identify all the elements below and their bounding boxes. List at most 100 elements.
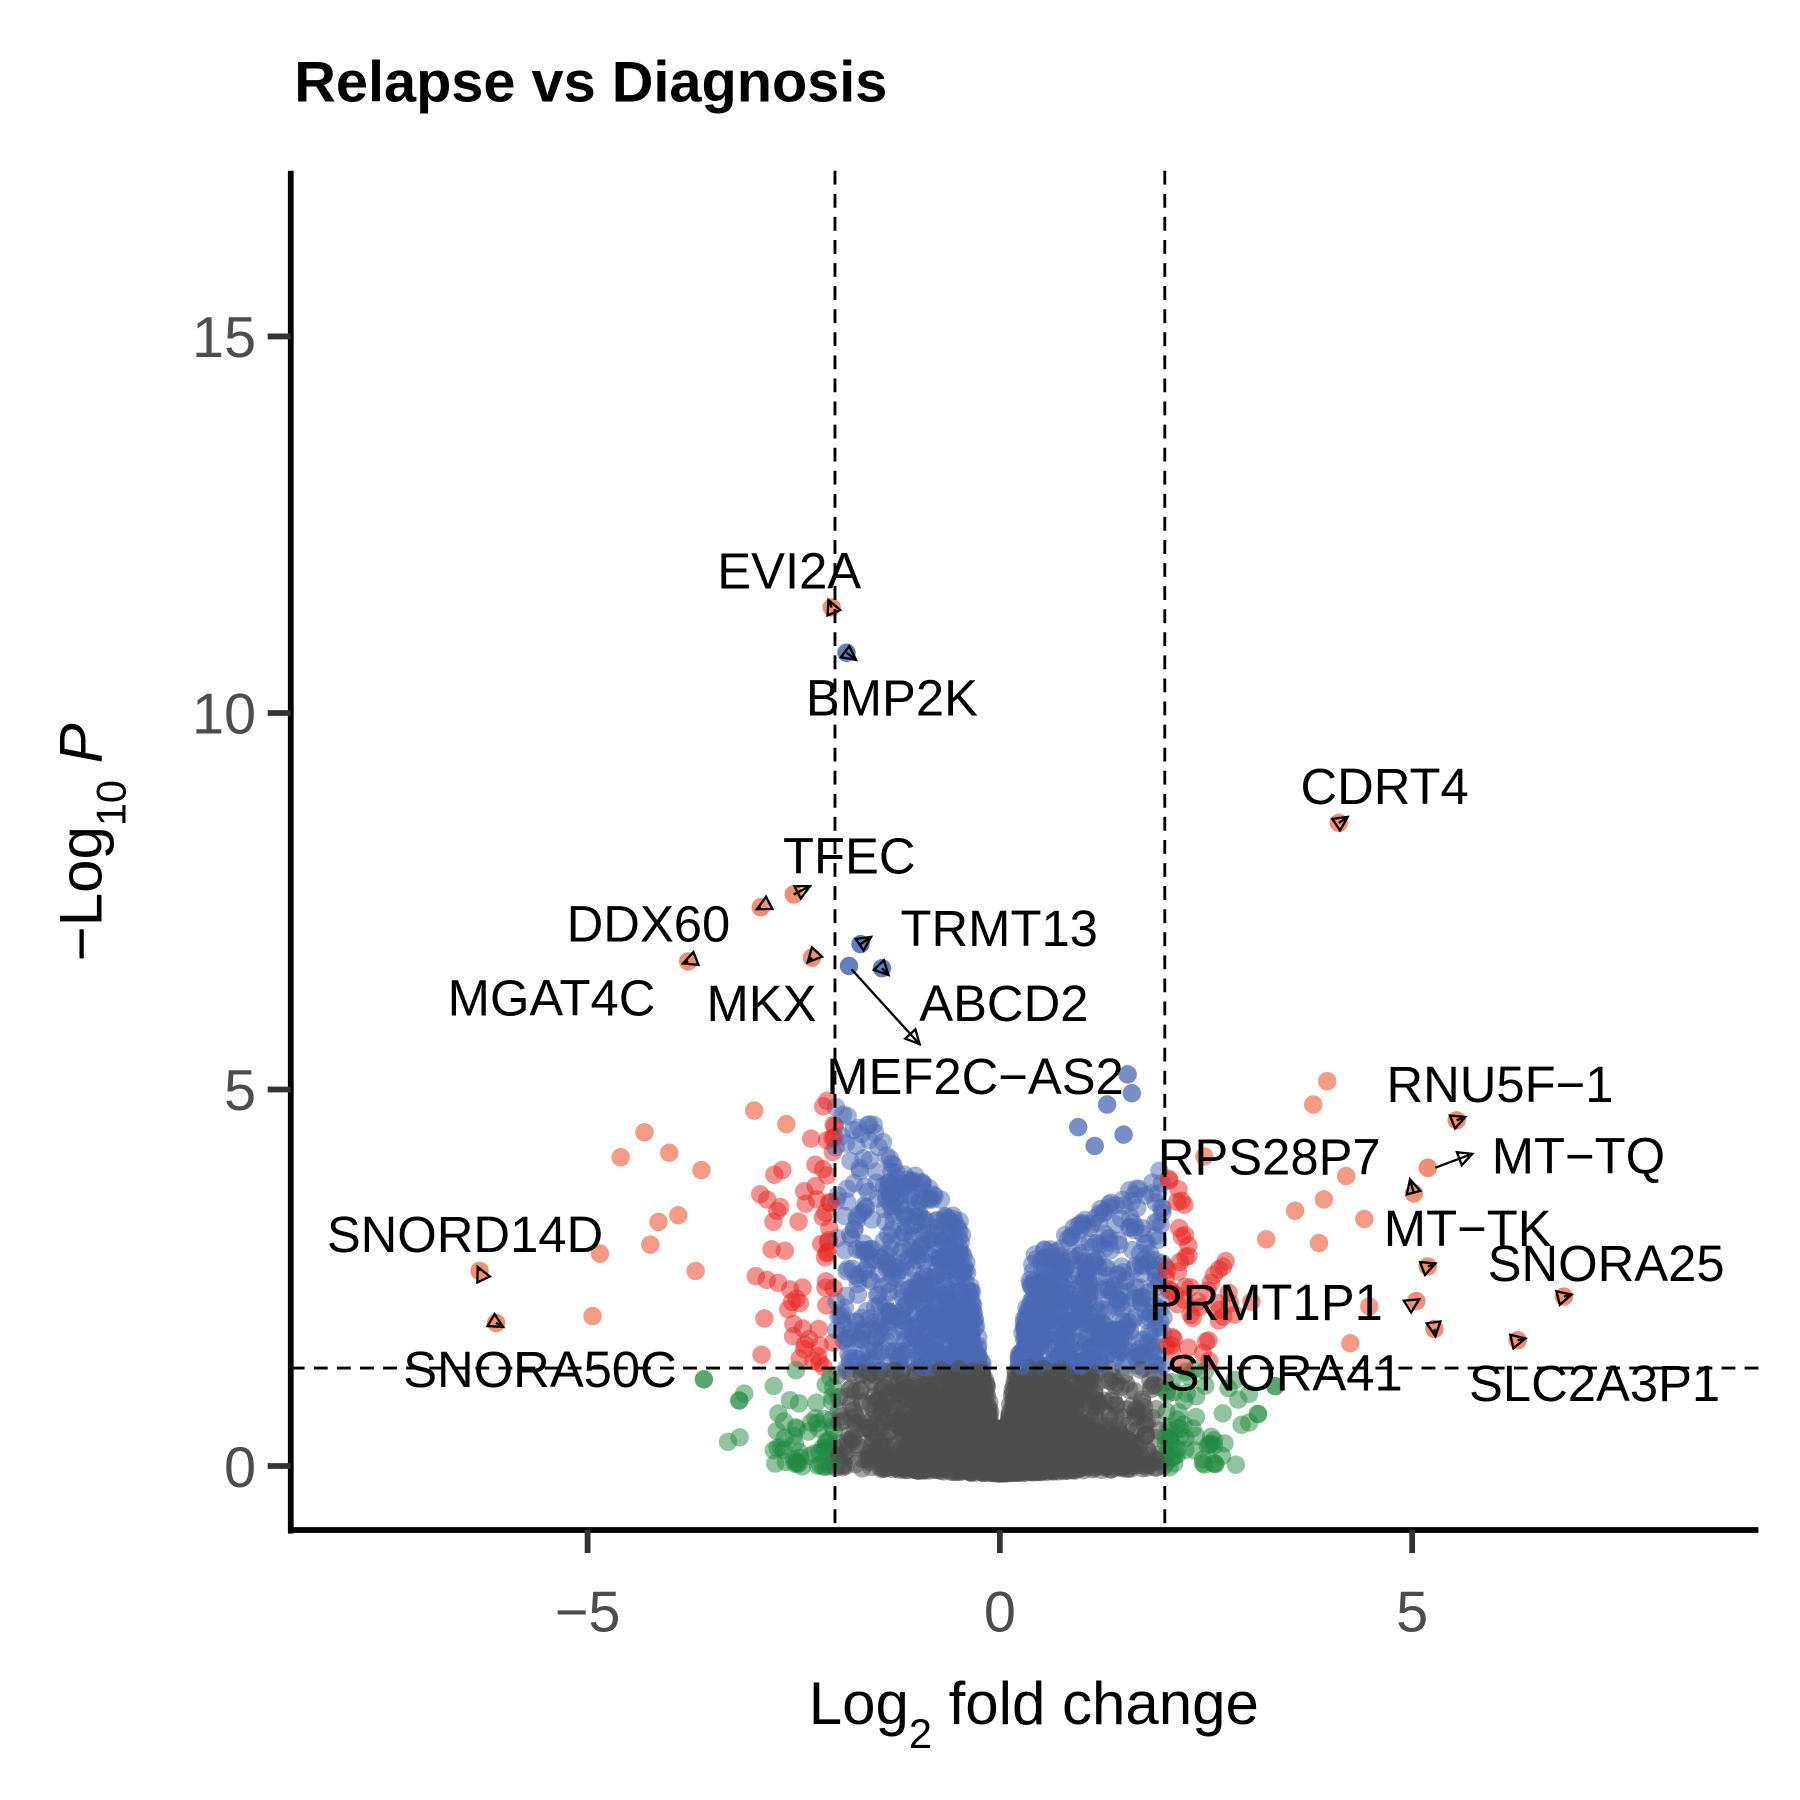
point-p-only: [1145, 1296, 1165, 1315]
x-axis-title: Log2 fold change: [809, 1670, 1259, 1756]
point-p-and-log2fc: [635, 1123, 654, 1142]
x-tick-label: 0: [984, 1581, 1016, 1645]
point-p-and-log2fc: [686, 1261, 705, 1281]
point-p-and-log2fc: [1360, 1297, 1379, 1316]
point-p-only: [1072, 1356, 1091, 1375]
point-ns: [1131, 1360, 1150, 1380]
point-ns: [842, 1430, 862, 1449]
point-p-only: [885, 1175, 904, 1195]
gene-label: MGAT4C: [448, 969, 656, 1026]
point-log2fc-only: [1158, 1384, 1177, 1404]
point-p-and-log2fc: [1336, 1166, 1356, 1186]
point-ns: [838, 1387, 857, 1406]
point-log2fc-only: [1248, 1404, 1268, 1424]
point-log2fc-only: [816, 1432, 836, 1452]
point-p-only: [1032, 1261, 1052, 1280]
point-p-and-log2fc: [777, 1114, 796, 1134]
point-p-and-log2fc: [1355, 1209, 1374, 1229]
point-ns: [888, 1391, 908, 1410]
point-p-only: [1054, 1290, 1074, 1309]
point-ns: [1004, 1462, 1024, 1481]
point-p-and-log2fc: [1162, 1327, 1182, 1347]
point-p-only: [946, 1214, 965, 1234]
arrow-head-icon: [838, 643, 859, 662]
point-ns: [852, 1459, 872, 1478]
point-ns: [1100, 1407, 1120, 1427]
point-log2fc-only: [1196, 1376, 1215, 1395]
point-log2fc-only: [1185, 1441, 1205, 1460]
point-p-only: [1079, 1273, 1099, 1292]
point-p-and-log2fc: [660, 1143, 679, 1162]
point-ns: [829, 1445, 849, 1465]
point-p-only: [1099, 1281, 1118, 1300]
point-p-only: [1148, 1184, 1168, 1203]
arrow-head-icon: [826, 597, 843, 618]
point-p-only: [1153, 1198, 1172, 1218]
point-p-and-log2fc: [818, 1166, 837, 1185]
point-ns: [978, 1397, 997, 1416]
point-log2fc-only: [1169, 1403, 1188, 1422]
point-ns: [873, 1402, 892, 1421]
point-p-only: [873, 1132, 893, 1152]
gene-label: MEF2C−AS2: [826, 1048, 1124, 1105]
point-p-only: [1108, 1231, 1128, 1250]
point-p-and-log2fc: [1183, 1308, 1202, 1328]
point-log2fc-only: [1167, 1445, 1187, 1464]
chart-title: Relapse vs Diagnosis: [294, 51, 887, 115]
point-p-only: [1118, 1065, 1137, 1084]
point-ns: [1117, 1374, 1136, 1394]
point-log2fc-only: [1266, 1376, 1285, 1396]
y-axis-title: −Log10 P: [48, 723, 135, 961]
point-ns: [1136, 1425, 1155, 1445]
point-log2fc-only: [764, 1376, 783, 1396]
point-p-only: [1097, 1095, 1117, 1114]
point-log2fc-only: [776, 1452, 795, 1472]
point-p-only: [862, 1271, 881, 1291]
point-p-and-log2fc: [773, 1160, 792, 1180]
point-log2fc-only: [1225, 1370, 1245, 1390]
point-p-only: [876, 1189, 896, 1209]
point-p-only: [857, 1302, 876, 1321]
point-p-and-log2fc: [1196, 1332, 1216, 1351]
point-p-and-log2fc: [1200, 1351, 1219, 1371]
point-p-only: [898, 1295, 917, 1315]
point-p-and-log2fc: [789, 1212, 808, 1231]
point-p-only: [1087, 1233, 1106, 1253]
point-log2fc-only: [730, 1391, 749, 1410]
arrow-head-icon: [903, 1027, 922, 1047]
point-p-and-log2fc: [1168, 1192, 1187, 1212]
point-p-and-log2fc: [796, 1194, 815, 1213]
gene-label: SNORA50C: [403, 1341, 677, 1398]
point-p-and-log2fc: [750, 1185, 770, 1204]
gene-label: MT−TK: [1384, 1200, 1552, 1257]
point-p-only: [1146, 1354, 1166, 1374]
point-p-only: [844, 1219, 864, 1239]
arrow-head-icon: [1418, 1260, 1438, 1278]
point-ns: [851, 1380, 871, 1399]
point-p-only: [1113, 1190, 1132, 1210]
gene-label: SNORA41: [1166, 1344, 1403, 1401]
x-tick-label: 5: [1396, 1581, 1428, 1645]
point-p-only: [838, 1106, 857, 1126]
gene-label: RPS28P7: [1158, 1129, 1381, 1186]
point-p-and-log2fc: [762, 1240, 781, 1259]
point-ns: [1096, 1448, 1115, 1468]
point-p-and-log2fc: [1314, 1190, 1334, 1209]
point-p-only: [854, 1149, 873, 1168]
point-p-only: [1039, 1289, 1059, 1308]
point-p-only: [955, 1273, 975, 1292]
point-p-and-log2fc: [590, 1244, 610, 1263]
point-ns: [1122, 1456, 1142, 1475]
gene-label: RNU5F−1: [1386, 1056, 1613, 1113]
point-p-only: [952, 1244, 972, 1263]
point-ns: [1034, 1359, 1053, 1379]
arrow-head-icon: [476, 1264, 493, 1285]
point-ns: [1122, 1396, 1142, 1416]
arrow-head-icon: [754, 894, 775, 911]
point-p-only: [965, 1347, 985, 1367]
point-ns: [907, 1460, 926, 1480]
point-p-and-log2fc: [1285, 1201, 1305, 1220]
point-p-only: [932, 1323, 952, 1343]
point-p-only: [838, 1259, 857, 1278]
point-log2fc-only: [791, 1448, 810, 1468]
